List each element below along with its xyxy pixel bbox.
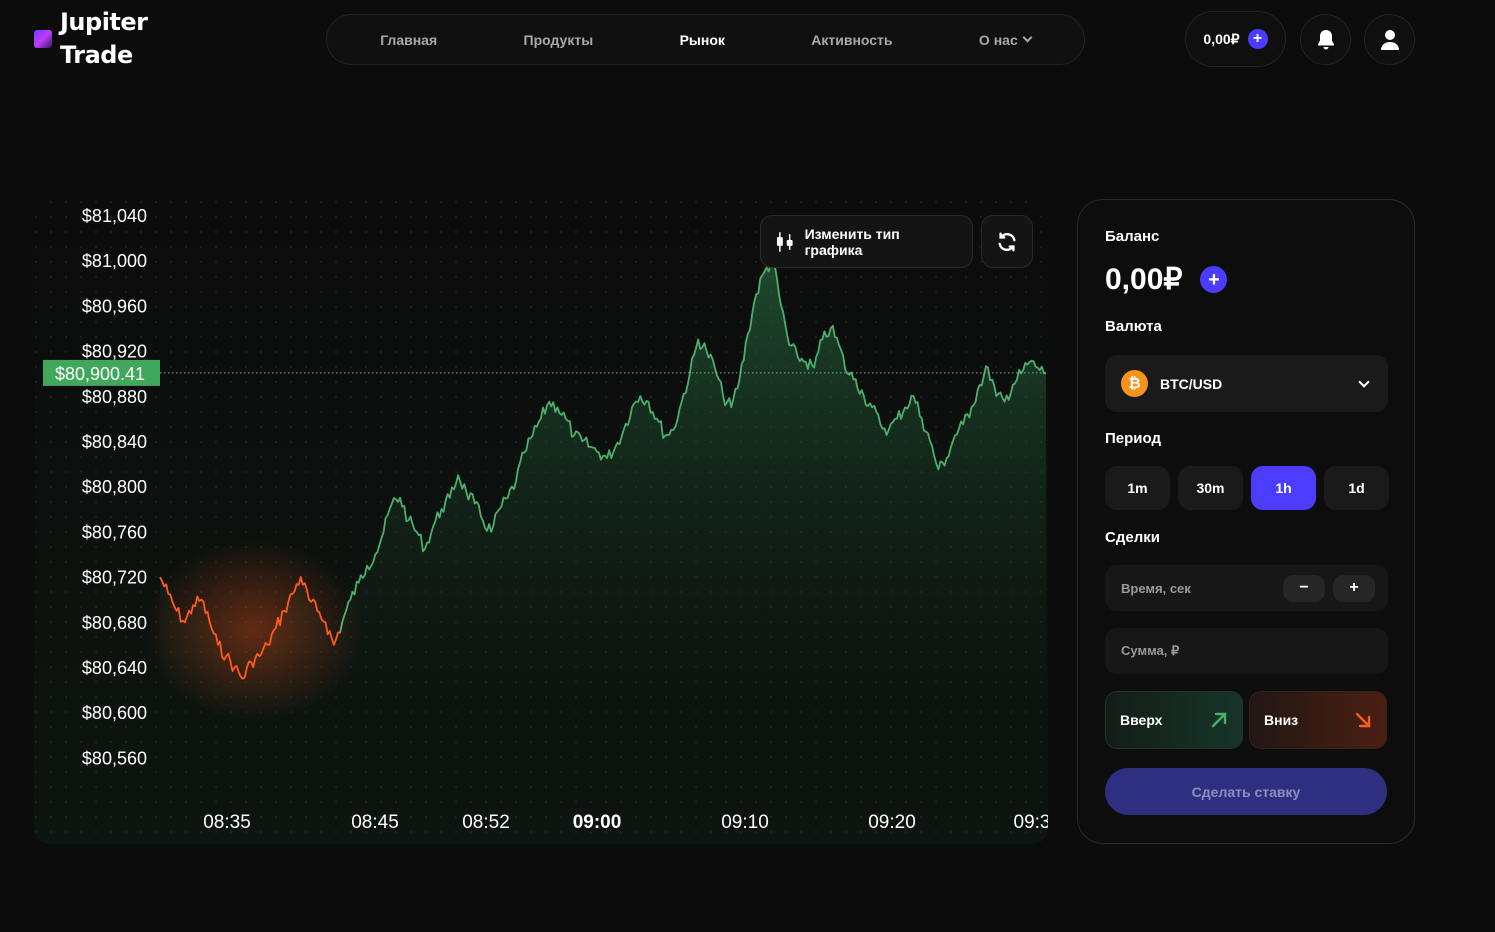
bet-up-button[interactable]: Вверх bbox=[1105, 691, 1243, 749]
y-tick-label: $80,920 bbox=[82, 342, 147, 362]
place-bet-button[interactable]: Сделать ставку bbox=[1105, 768, 1387, 815]
header-balance[interactable]: 0,00₽ + bbox=[1185, 11, 1286, 67]
y-tick-label: $80,760 bbox=[82, 522, 147, 542]
price-chart-svg[interactable]: $81,040 $81,000 $80,960 $80,920 $80,880 $80,8… bbox=[34, 200, 1048, 844]
plus-icon[interactable]: + bbox=[1247, 29, 1268, 49]
amount-placeholder: Сумма, ₽ bbox=[1121, 643, 1180, 658]
main-nav: Главная Продукты Рынок Активность О нас bbox=[326, 14, 1085, 65]
nav-item-market[interactable]: Рынок bbox=[679, 31, 725, 48]
y-tick-label: $80,640 bbox=[82, 658, 147, 678]
y-tick-label: $80,560 bbox=[82, 748, 147, 768]
y-tick-label: $80,600 bbox=[82, 703, 147, 723]
trade-panel: Баланс 0,00₽ + Валюта ₿ BTC/USD Период 1… bbox=[1077, 199, 1415, 844]
nav-item-about[interactable]: О нас bbox=[978, 31, 1033, 48]
brand-line-1: Jupiter bbox=[60, 8, 148, 36]
y-tick-label: $80,720 bbox=[82, 568, 147, 588]
brand-line-2: Trade bbox=[60, 41, 133, 69]
currency-select[interactable]: ₿ BTC/USD bbox=[1105, 355, 1388, 412]
currency-label: Валюта bbox=[1105, 318, 1162, 335]
series-line-down[interactable] bbox=[159, 576, 344, 680]
time-decrease-button[interactable]: − bbox=[1283, 574, 1325, 602]
period-selector: 1m 30m 1h 1d bbox=[1105, 466, 1389, 510]
series-line-up[interactable] bbox=[339, 259, 1047, 633]
period-1h[interactable]: 1h bbox=[1251, 466, 1316, 510]
logo-icon bbox=[34, 30, 52, 48]
chevron-down-icon bbox=[1358, 375, 1370, 388]
x-tick-label: 08:52 bbox=[462, 812, 510, 833]
change-chart-type-button[interactable]: Изменить тип графика bbox=[760, 215, 973, 268]
nav-item-home[interactable]: Главная bbox=[380, 31, 438, 48]
refresh-icon bbox=[998, 232, 1016, 251]
current-price-badge bbox=[43, 359, 160, 386]
time-stepper: − + bbox=[1283, 574, 1375, 602]
y-tick-label: $81,000 bbox=[82, 251, 147, 271]
arrow-up-right-icon bbox=[1211, 712, 1227, 728]
period-1m[interactable]: 1m bbox=[1105, 466, 1170, 510]
amount-field[interactable]: Сумма, ₽ bbox=[1105, 628, 1388, 674]
period-label: Период bbox=[1105, 430, 1161, 447]
current-price-label: $80,900.41 bbox=[55, 364, 145, 384]
deals-label: Сделки bbox=[1105, 529, 1160, 546]
refresh-chart-button[interactable] bbox=[981, 215, 1033, 268]
x-tick-label: 09:3 bbox=[1014, 812, 1048, 833]
arrow-down-right-icon bbox=[1355, 712, 1371, 728]
time-field[interactable]: Время, сек − + bbox=[1105, 565, 1388, 611]
profile-button[interactable] bbox=[1364, 14, 1415, 65]
time-increase-button[interactable]: + bbox=[1333, 574, 1375, 602]
chevron-down-icon bbox=[1022, 32, 1033, 43]
balance-value: 0,00₽ bbox=[1105, 263, 1183, 296]
y-tick-label: $80,880 bbox=[82, 387, 147, 407]
x-tick-label: 09:00 bbox=[573, 812, 622, 833]
y-tick-label: $80,800 bbox=[82, 477, 147, 497]
balance-label: Баланс bbox=[1105, 228, 1160, 245]
balance-row: 0,00₽ + bbox=[1105, 262, 1228, 297]
bet-down-button[interactable]: Вниз bbox=[1249, 691, 1387, 749]
bet-down-label: Вниз bbox=[1264, 712, 1299, 728]
nav-item-about-label: О нас bbox=[978, 31, 1018, 48]
bitcoin-icon: ₿ bbox=[1121, 370, 1148, 397]
price-chart[interactable]: $81,040 $81,000 $80,960 $80,920 $80,880 $80,8… bbox=[34, 200, 1048, 844]
period-1d[interactable]: 1d bbox=[1324, 466, 1389, 510]
series-area-fill bbox=[160, 260, 1046, 800]
y-tick-label: $80,960 bbox=[82, 296, 147, 316]
candlestick-icon bbox=[776, 231, 793, 252]
x-tick-label: 09:10 bbox=[721, 812, 769, 833]
change-chart-type-label: Изменить тип графика bbox=[804, 225, 900, 258]
brand-name: Jupiter Trade bbox=[60, 6, 148, 72]
header-balance-value: 0,00₽ bbox=[1203, 30, 1240, 47]
nav-item-products[interactable]: Продукты bbox=[523, 31, 594, 48]
x-tick-label: 08:35 bbox=[203, 812, 251, 833]
x-tick-label: 09:20 bbox=[868, 812, 916, 833]
brand-logo[interactable]: Jupiter Trade bbox=[34, 6, 148, 72]
add-funds-icon[interactable]: + bbox=[1200, 266, 1228, 293]
x-tick-label: 08:45 bbox=[351, 812, 399, 833]
y-tick-label: $80,840 bbox=[82, 432, 147, 452]
bell-icon bbox=[1317, 29, 1334, 49]
bet-up-label: Вверх bbox=[1120, 712, 1163, 728]
user-icon bbox=[1380, 29, 1399, 50]
y-tick-label: $80,680 bbox=[82, 613, 147, 633]
period-30m[interactable]: 30m bbox=[1178, 466, 1243, 510]
y-tick-label: $81,040 bbox=[82, 206, 147, 226]
time-placeholder: Время, сек bbox=[1121, 580, 1191, 596]
down-glow bbox=[144, 540, 364, 720]
currency-value: BTC/USD bbox=[1160, 375, 1223, 392]
notifications-button[interactable] bbox=[1300, 14, 1351, 65]
nav-item-activity[interactable]: Активность bbox=[811, 31, 893, 48]
